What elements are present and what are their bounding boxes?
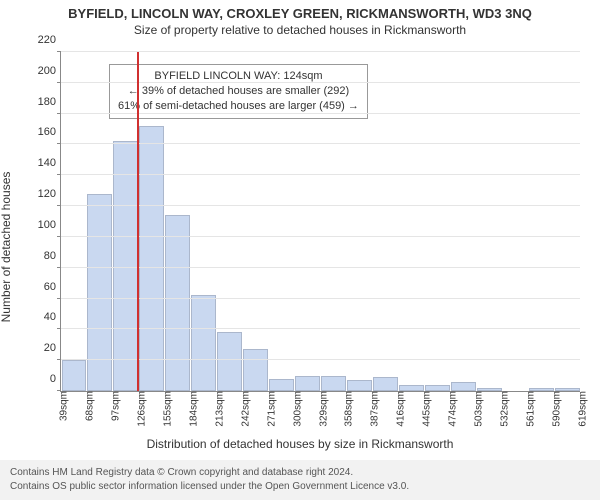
footer: Contains HM Land Registry data © Crown c… xyxy=(0,460,600,500)
bar-slot: 474sqm xyxy=(450,52,476,391)
bar xyxy=(243,349,268,391)
bar xyxy=(62,360,87,391)
x-tick-label: 97sqm xyxy=(104,391,121,421)
y-tick-label: 0 xyxy=(50,373,61,385)
x-tick-label: 300sqm xyxy=(286,391,303,427)
bar-slot: 590sqm xyxy=(554,52,580,391)
y-tick-mark xyxy=(57,267,61,268)
x-tick-label: 561sqm xyxy=(520,391,537,427)
y-tick-label: 140 xyxy=(38,157,61,169)
callout-box: BYFIELD LINCOLN WAY: 124sqm ← 39% of det… xyxy=(109,64,368,119)
x-tick-label: 532sqm xyxy=(494,391,511,427)
x-tick-label: 213sqm xyxy=(208,391,225,427)
y-tick-label: 60 xyxy=(44,281,61,293)
x-tick-label: 358sqm xyxy=(338,391,355,427)
x-tick-label: 39sqm xyxy=(53,391,70,421)
footer-line-1: Contains HM Land Registry data © Crown c… xyxy=(10,466,590,480)
y-tick-mark xyxy=(57,51,61,52)
x-tick-label: 126sqm xyxy=(130,391,147,427)
y-tick-mark xyxy=(57,236,61,237)
marker-line xyxy=(137,52,139,391)
x-tick-label: 271sqm xyxy=(260,391,277,427)
bar-slot: 416sqm xyxy=(398,52,424,391)
y-tick-mark xyxy=(57,113,61,114)
bar xyxy=(165,215,190,391)
bar-slot: 445sqm xyxy=(424,52,450,391)
x-tick-label: 474sqm xyxy=(442,391,459,427)
x-tick-label: 445sqm xyxy=(416,391,433,427)
y-tick-label: 200 xyxy=(38,65,61,77)
footer-line-2: Contains OS public sector information li… xyxy=(10,480,590,494)
chart-container: Number of detached houses 39sqm68sqm97sq… xyxy=(0,37,600,457)
y-tick-mark xyxy=(57,82,61,83)
y-tick-label: 220 xyxy=(38,34,61,46)
y-tick-mark xyxy=(57,205,61,206)
y-tick-mark xyxy=(57,174,61,175)
y-axis-label: Number of detached houses xyxy=(0,172,13,323)
y-tick-label: 100 xyxy=(38,219,61,231)
bar-slot: 39sqm xyxy=(61,52,87,391)
x-tick-label: 242sqm xyxy=(234,391,251,427)
y-tick-label: 80 xyxy=(44,250,61,262)
y-tick-label: 160 xyxy=(38,126,61,138)
x-tick-label: 68sqm xyxy=(78,391,95,421)
bar xyxy=(295,376,320,391)
y-tick-label: 20 xyxy=(44,342,61,354)
plot-area: 39sqm68sqm97sqm126sqm155sqm184sqm213sqm2… xyxy=(60,52,580,392)
callout-line-2: ← 39% of detached houses are smaller (29… xyxy=(118,84,359,99)
x-tick-label: 155sqm xyxy=(156,391,173,427)
x-tick-label: 184sqm xyxy=(182,391,199,427)
y-tick-mark xyxy=(57,143,61,144)
x-tick-label: 416sqm xyxy=(390,391,407,427)
bar xyxy=(87,194,112,391)
x-tick-label: 387sqm xyxy=(364,391,381,427)
y-tick-mark xyxy=(57,328,61,329)
y-tick-label: 120 xyxy=(38,188,61,200)
bar xyxy=(373,377,398,391)
x-axis-title: Distribution of detached houses by size … xyxy=(0,437,600,451)
bar xyxy=(347,380,372,391)
bar-slot: 387sqm xyxy=(372,52,398,391)
x-tick-label: 329sqm xyxy=(312,391,329,427)
y-tick-label: 40 xyxy=(44,311,61,323)
bar-slot: 532sqm xyxy=(502,52,528,391)
bar xyxy=(139,126,164,391)
bar xyxy=(321,376,346,391)
y-tick-mark xyxy=(57,390,61,391)
bar xyxy=(451,382,476,391)
y-tick-mark xyxy=(57,298,61,299)
bar xyxy=(269,379,294,391)
bar-slot: 561sqm xyxy=(528,52,554,391)
bar-slot: 503sqm xyxy=(476,52,502,391)
y-tick-label: 180 xyxy=(38,96,61,108)
y-tick-mark xyxy=(57,359,61,360)
bar xyxy=(217,332,242,391)
page-subtitle: Size of property relative to detached ho… xyxy=(0,21,600,37)
bar xyxy=(191,295,216,391)
x-tick-label: 619sqm xyxy=(572,391,589,427)
callout-line-3: 61% of semi-detached houses are larger (… xyxy=(118,99,359,114)
x-tick-label: 503sqm xyxy=(468,391,485,427)
page-title: BYFIELD, LINCOLN WAY, CROXLEY GREEN, RIC… xyxy=(0,0,600,21)
x-tick-label: 590sqm xyxy=(546,391,563,427)
